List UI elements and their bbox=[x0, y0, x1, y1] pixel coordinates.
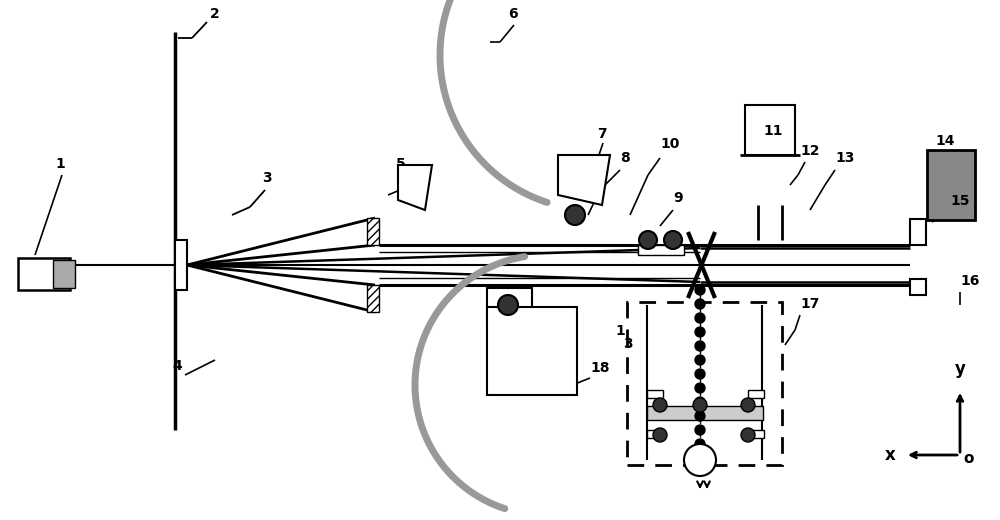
Bar bbox=[638, 245, 684, 255]
Text: 18: 18 bbox=[590, 361, 610, 375]
Circle shape bbox=[693, 398, 707, 412]
Bar bbox=[53, 260, 75, 288]
Circle shape bbox=[695, 411, 705, 421]
Text: 17: 17 bbox=[800, 297, 819, 311]
Bar bbox=[18, 258, 70, 290]
Text: 6: 6 bbox=[508, 7, 518, 21]
Circle shape bbox=[695, 397, 705, 407]
Text: 15: 15 bbox=[950, 194, 969, 208]
Circle shape bbox=[695, 369, 705, 379]
Circle shape bbox=[565, 205, 585, 225]
Text: 14: 14 bbox=[935, 134, 954, 148]
Text: 3: 3 bbox=[262, 171, 272, 185]
Circle shape bbox=[695, 355, 705, 365]
Circle shape bbox=[653, 398, 667, 412]
Circle shape bbox=[695, 327, 705, 337]
Text: 12: 12 bbox=[800, 144, 819, 158]
Bar bbox=[745, 105, 795, 155]
Text: 10: 10 bbox=[660, 137, 679, 151]
Bar bbox=[647, 390, 663, 398]
Text: 3: 3 bbox=[623, 337, 633, 351]
Text: y: y bbox=[955, 360, 965, 378]
Circle shape bbox=[695, 285, 705, 295]
Text: 7: 7 bbox=[597, 127, 607, 141]
Circle shape bbox=[695, 439, 705, 449]
Circle shape bbox=[695, 299, 705, 309]
Text: 1: 1 bbox=[55, 157, 65, 171]
Circle shape bbox=[741, 428, 755, 442]
Bar bbox=[927, 150, 975, 220]
Circle shape bbox=[695, 383, 705, 393]
Bar bbox=[748, 430, 764, 438]
Text: 2: 2 bbox=[210, 7, 220, 21]
Text: 9: 9 bbox=[673, 191, 683, 205]
Text: o: o bbox=[963, 451, 973, 466]
Text: 8: 8 bbox=[620, 151, 630, 165]
Text: 11: 11 bbox=[763, 124, 782, 138]
Circle shape bbox=[695, 341, 705, 351]
Text: 4: 4 bbox=[172, 359, 182, 373]
Bar bbox=[910, 279, 926, 295]
Text: 16: 16 bbox=[960, 274, 979, 288]
Bar bbox=[748, 390, 764, 398]
Circle shape bbox=[695, 453, 705, 463]
Circle shape bbox=[741, 398, 755, 412]
Text: 13: 13 bbox=[835, 151, 854, 165]
Circle shape bbox=[695, 425, 705, 435]
Polygon shape bbox=[558, 155, 610, 205]
Text: x: x bbox=[885, 446, 896, 464]
Circle shape bbox=[653, 428, 667, 442]
Polygon shape bbox=[398, 165, 432, 210]
Bar bbox=[647, 430, 663, 438]
Text: 1: 1 bbox=[615, 324, 625, 338]
Bar bbox=[487, 307, 577, 395]
Circle shape bbox=[695, 313, 705, 323]
Bar bbox=[367, 218, 379, 245]
Bar bbox=[487, 288, 532, 320]
Circle shape bbox=[684, 444, 716, 476]
Circle shape bbox=[664, 231, 682, 249]
Text: 5: 5 bbox=[396, 157, 406, 171]
Bar bbox=[647, 406, 763, 420]
Bar bbox=[367, 285, 379, 312]
Bar bbox=[627, 302, 782, 465]
Bar bbox=[910, 219, 926, 245]
Circle shape bbox=[639, 231, 657, 249]
Circle shape bbox=[498, 295, 518, 315]
Bar bbox=[175, 240, 187, 290]
